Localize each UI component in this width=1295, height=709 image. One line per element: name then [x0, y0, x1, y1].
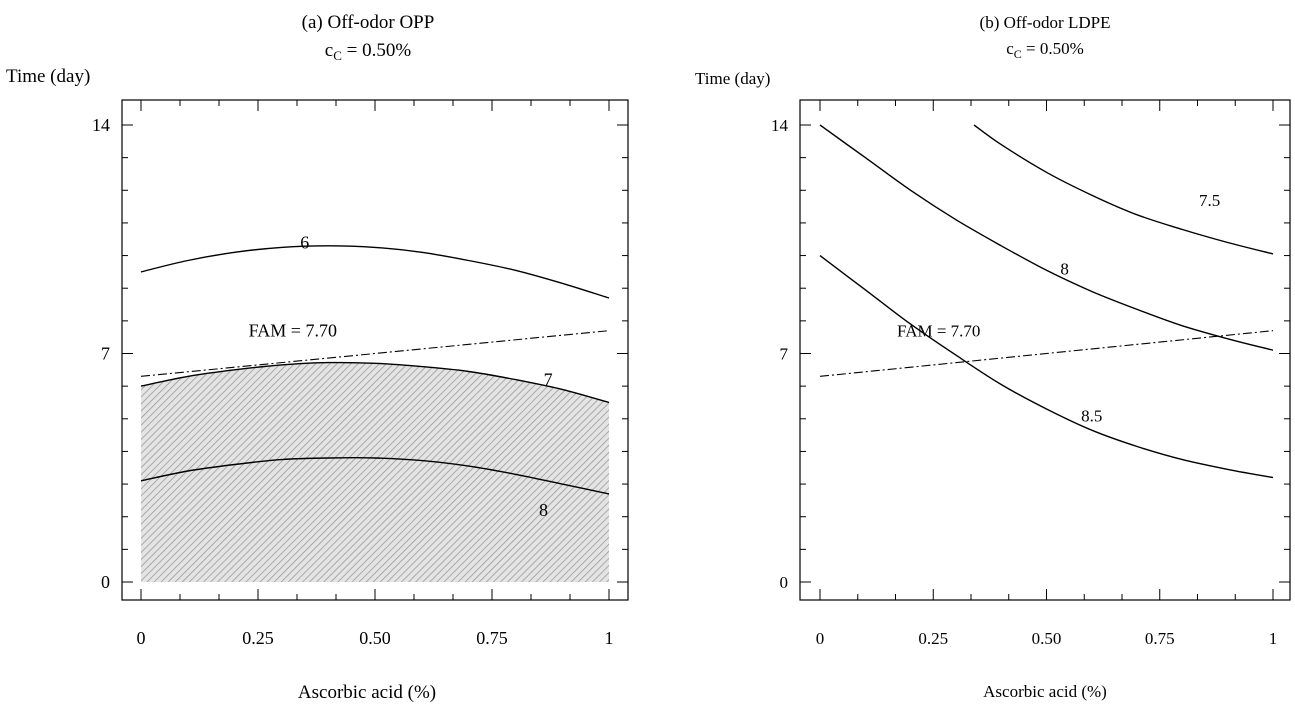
x-tick-label: 0.50 [359, 628, 391, 648]
contour-line-6 [140, 245, 610, 299]
contour-label: 7 [544, 370, 553, 390]
fam-line [819, 330, 1274, 377]
contour-line-8 [140, 457, 610, 495]
plot-frame [799, 99, 1291, 601]
chart-title: (b) Off-odor LDPE [980, 13, 1111, 32]
y-axis-label: Time (day) [6, 66, 90, 87]
y-tick-label: 14 [771, 116, 789, 135]
x-tick-label: 0 [137, 628, 146, 648]
subtitle-subscript: C [333, 48, 342, 63]
contour-line-7 [140, 361, 610, 404]
chart-title: (a) Off-odor OPP [302, 12, 435, 33]
contour-label: 7.5 [1199, 191, 1220, 210]
subtitle-rest: = 0.50% [342, 40, 411, 61]
contour-label: 8.5 [1081, 407, 1102, 426]
contour-line-8-5 [819, 255, 1274, 479]
y-tick-label: 14 [92, 115, 110, 135]
chart-panel-b: (b) Off-odor LDPE cC = 0.50% Time (day) … [695, 13, 1291, 701]
chart-subtitle: cC = 0.50% [1006, 39, 1084, 61]
y-axis-label: Time (day) [695, 69, 770, 88]
subtitle-base: c [1006, 39, 1014, 58]
chart-panel-a: (a) Off-odor OPP cC = 0.50% Time (day) A… [6, 12, 629, 703]
y-tick-label: 7 [101, 344, 110, 364]
x-tick-label: 1 [1269, 629, 1278, 648]
x-tick-label: 1 [605, 628, 614, 648]
fam-label: FAM = 7.70 [249, 321, 337, 341]
shaded-region [141, 362, 609, 582]
y-tick-label: 0 [780, 573, 789, 592]
y-tick-label: 7 [780, 345, 789, 364]
x-tick-label: 0.25 [242, 628, 274, 648]
contour-label: 8 [539, 500, 548, 520]
x-axis-label: Ascorbic acid (%) [983, 682, 1107, 701]
x-tick-label: 0 [816, 629, 825, 648]
subtitle-base: c [325, 40, 333, 61]
fam-line [140, 330, 610, 377]
y-tick-label: 0 [101, 572, 110, 592]
x-tick-label: 0.75 [476, 628, 508, 648]
contour-label: 8 [1060, 260, 1069, 279]
subtitle-subscript: C [1014, 47, 1022, 61]
x-tick-label: 0.75 [1145, 629, 1175, 648]
subtitle-rest: = 0.50% [1022, 39, 1084, 58]
contour-line-7-5 [973, 124, 1274, 255]
chart-subtitle: cC = 0.50% [325, 40, 412, 63]
x-axis-label: Ascorbic acid (%) [298, 682, 436, 703]
contour-line-8 [819, 124, 1274, 351]
fam-label: FAM = 7.70 [897, 322, 980, 341]
x-tick-label: 0.25 [918, 629, 948, 648]
contour-label: 6 [300, 233, 309, 253]
x-tick-label: 0.50 [1032, 629, 1062, 648]
